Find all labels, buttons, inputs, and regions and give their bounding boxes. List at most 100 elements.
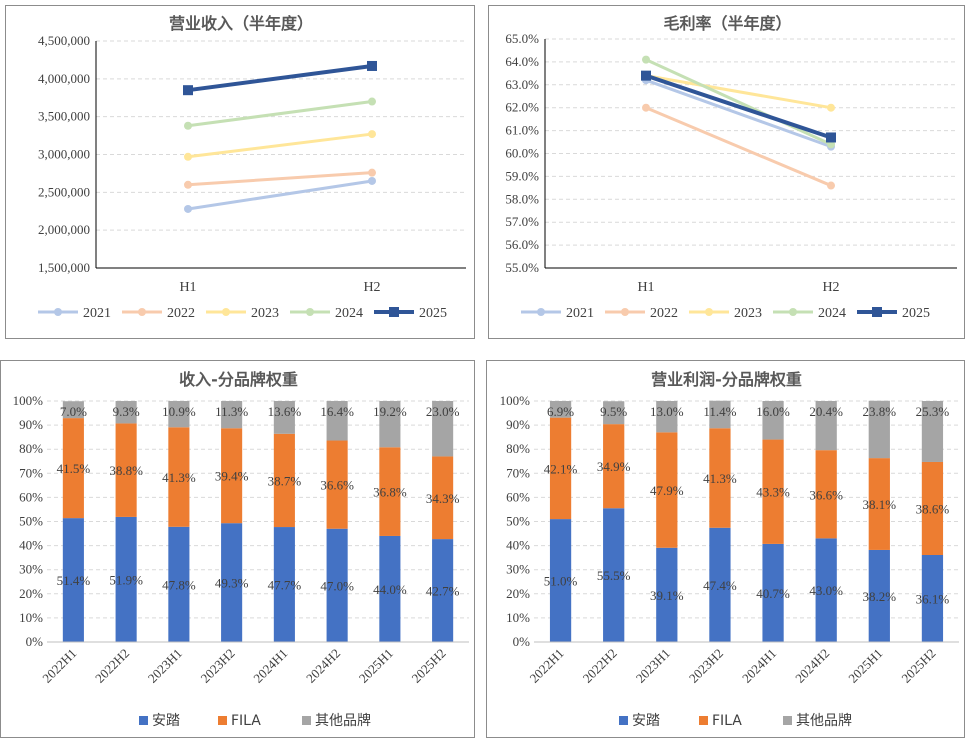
- y-tick-label: 20%: [506, 586, 530, 601]
- y-tick-label: 56.0%: [505, 237, 539, 252]
- data-label: 19.2%: [373, 404, 407, 419]
- bar-segment-安踏: [379, 535, 401, 642]
- data-point-2023: [184, 152, 192, 161]
- data-point-2025: [367, 60, 377, 71]
- legend-label-2024: 2024: [818, 306, 846, 321]
- chart-title: 营业利润-分品牌权重: [651, 370, 802, 389]
- x-tick-label: 2023H1: [633, 646, 673, 686]
- series-line-2021: [186, 179, 374, 211]
- bar-segment-安踏: [868, 549, 890, 642]
- legend-label-FILA: FILA: [712, 713, 742, 729]
- bar-segment-FILA: [709, 428, 731, 528]
- data-label: 36.8%: [373, 485, 407, 500]
- y-tick-label: 30%: [19, 562, 43, 577]
- legend-marker-2025: [872, 307, 882, 317]
- bar-segment-FILA: [432, 456, 454, 540]
- y-tick-label: 50%: [19, 514, 43, 529]
- legend-label-2025: 2025: [902, 306, 930, 321]
- x-tick-label: 2025H2: [409, 646, 449, 686]
- y-tick-label: 10%: [19, 610, 43, 625]
- data-label: 25.3%: [916, 404, 950, 419]
- x-tick-label: 2022H1: [39, 646, 79, 686]
- y-tick-label: 55.0%: [505, 260, 539, 275]
- legend-label-2021: 2021: [566, 306, 594, 321]
- y-tick-label: 60.0%: [505, 146, 539, 161]
- data-label: 43.3%: [756, 485, 790, 500]
- x-tick-label: 2025H1: [356, 646, 396, 686]
- legend-label-2025: 2025: [419, 306, 447, 321]
- legend-label-其他品牌: 其他品牌: [796, 712, 852, 729]
- data-point-2023: [827, 103, 835, 112]
- y-tick-label: 1,500,000: [38, 260, 90, 275]
- data-label: 10.9%: [162, 404, 196, 419]
- y-tick-label: 80%: [506, 441, 530, 456]
- legend-marker-2021: [537, 308, 545, 316]
- y-tick-label: 20%: [19, 586, 43, 601]
- y-tick-label: 4,000,000: [38, 71, 90, 86]
- data-label: 43.0%: [809, 583, 843, 598]
- legend-swatch-安踏: [619, 716, 628, 725]
- bar-segment-其他品牌: [432, 401, 454, 457]
- data-label: 20.4%: [809, 404, 843, 419]
- bar-segment-安踏: [549, 519, 572, 642]
- x-tick-label: 2023H1: [145, 646, 185, 686]
- bar-segment-FILA: [168, 427, 190, 527]
- gross-margin-chart-panel: 毛利率（半年度） 55.0% 56.0% 57.0% 58.0% 59.0% 60.0% 61…: [488, 5, 965, 339]
- x-tick-label: 2022H2: [580, 646, 620, 686]
- x-tick-label: 2024H1: [739, 646, 779, 686]
- data-label: 13.6%: [268, 404, 302, 419]
- data-label: 49.3%: [215, 576, 249, 591]
- data-label: 13.0%: [650, 404, 684, 419]
- bar-segment-其他品牌: [762, 401, 784, 440]
- data-point-2024: [642, 55, 650, 64]
- y-tick-label: 2,500,000: [38, 184, 90, 199]
- bar-segment-其他品牌: [921, 401, 944, 462]
- bar-segment-安踏: [273, 527, 295, 642]
- legend-marker-2024: [306, 308, 314, 316]
- bar-segment-FILA: [115, 423, 137, 517]
- series-line-2022: [186, 171, 374, 187]
- bar-segment-其他品牌: [115, 401, 137, 424]
- data-label: 44.0%: [373, 582, 407, 597]
- x-tick-label: 2023H2: [198, 646, 238, 686]
- bar-segment-FILA: [868, 458, 890, 550]
- bar-segment-FILA: [762, 439, 784, 544]
- data-point-2022: [827, 181, 835, 190]
- legend-swatch-FILA: [699, 716, 708, 725]
- data-label: 38.8%: [109, 463, 143, 478]
- data-point-2024: [368, 97, 376, 106]
- chart-title: 毛利率（半年度）: [663, 14, 791, 33]
- data-label: 9.5%: [600, 404, 627, 419]
- x-tick-label: H2: [363, 280, 380, 295]
- data-label: 42.1%: [544, 461, 578, 476]
- legend-swatch-安踏: [139, 716, 148, 725]
- x-tick-label: 2025H2: [898, 646, 938, 686]
- bar-segment-FILA: [379, 447, 401, 536]
- bar-segment-安踏: [326, 528, 348, 642]
- data-label: 51.0%: [544, 574, 578, 589]
- series-line-2022: [644, 106, 833, 188]
- legend-marker-2023: [222, 308, 230, 316]
- y-tick-label: 59.0%: [505, 168, 539, 183]
- data-point-2024: [184, 121, 192, 130]
- data-label: 39.4%: [215, 469, 249, 484]
- y-tick-label: 100%: [13, 393, 44, 408]
- revenue-brand-stacked-bar-chart: 收入-分品牌权重 0% 10% 20% 30% 40% 50% 60% 70% 80% 90% 100…: [13, 370, 469, 729]
- legend-label-2024: 2024: [335, 306, 363, 321]
- data-label: 40.7%: [756, 586, 790, 601]
- bar-segment-FILA: [221, 428, 243, 524]
- data-label: 36.1%: [916, 591, 950, 606]
- y-tick-label: 80%: [19, 441, 43, 456]
- chart-title: 营业收入（半年度）: [169, 14, 313, 33]
- x-tick-label: 2024H2: [303, 646, 343, 686]
- data-label: 39.1%: [650, 588, 684, 603]
- data-point-2022: [184, 180, 192, 189]
- legend-swatch-FILA: [218, 716, 227, 725]
- data-label: 55.5%: [597, 568, 631, 583]
- data-label: 34.3%: [426, 491, 460, 506]
- y-tick-label: 100%: [500, 393, 531, 408]
- y-tick-label: 3,000,000: [38, 147, 90, 162]
- data-point-2025: [641, 70, 651, 81]
- legend-label-安踏: 安踏: [632, 713, 660, 729]
- bar-segment-其他品牌: [868, 400, 890, 459]
